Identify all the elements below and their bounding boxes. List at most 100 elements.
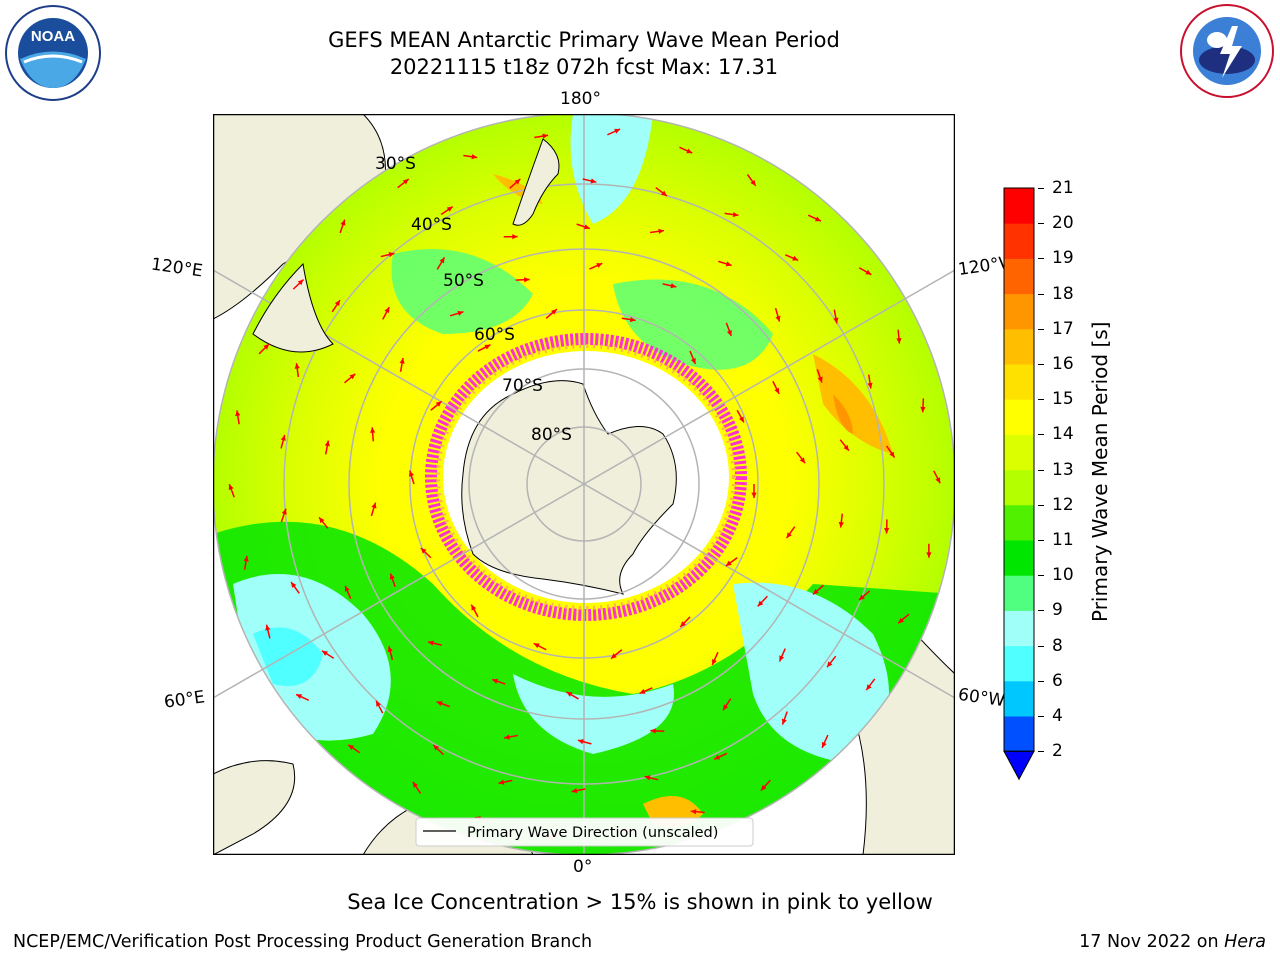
colorbar-tick-label: 12 — [1052, 494, 1074, 515]
wave-arrow-head — [859, 594, 865, 601]
wave-arrow-head — [757, 600, 764, 607]
wave-arrow-head — [725, 261, 732, 267]
wave-arrow-head — [384, 307, 390, 314]
wave-arrow-head — [779, 655, 785, 662]
wave-arrow-head — [512, 234, 518, 240]
wave-arrow-head — [821, 741, 827, 748]
colorbar-segment — [1004, 328, 1034, 365]
colorbar-tick-mark — [1038, 751, 1044, 753]
wave-arrow-head — [865, 269, 872, 275]
colorbar-segment — [1004, 680, 1034, 717]
wave-arrow-head — [291, 582, 297, 588]
wave-arrow-head — [428, 640, 434, 646]
wave-arrow-head — [614, 128, 621, 134]
chart-title: GEFS MEAN Antarctic Primary Wave Mean Pe… — [328, 28, 840, 52]
colorbar-tick-label: 19 — [1052, 248, 1074, 269]
colorbar-tick-mark — [1038, 188, 1044, 189]
lon-label-0: 0° — [573, 857, 593, 877]
wave-arrow-head — [551, 309, 557, 315]
wave-arrow-head — [412, 781, 418, 788]
colorbar-tick-mark — [1038, 540, 1044, 541]
wave-arrow-head — [492, 678, 499, 684]
wave-arrow-head — [243, 555, 249, 562]
colorbar-segment — [1004, 575, 1034, 611]
wave-arrow-head — [827, 661, 833, 668]
wave-arrow-head — [388, 252, 395, 258]
lat-label-30s: 30°S — [375, 154, 416, 174]
wave-arrow-head — [590, 178, 597, 184]
polar-map: 30°S 40°S 50°S 60°S 70°S 80°S Primary Wa… — [213, 114, 955, 855]
colorbar-tick-mark — [1038, 575, 1044, 577]
wave-arrow-head — [349, 373, 356, 380]
colorbar-tick-mark — [1038, 328, 1044, 330]
wave-arrow-head — [265, 624, 271, 631]
wave-arrow-head — [435, 401, 442, 407]
wave-arrow-head — [833, 317, 839, 324]
wave-arrow-head — [611, 653, 617, 659]
wave-arrow-head — [714, 754, 721, 760]
sea-ice-caption: Sea Ice Concentration > 15% is shown in … — [347, 890, 933, 914]
wave-arrow-head — [884, 528, 890, 534]
colorbar-tick-label: 11 — [1052, 530, 1074, 550]
colorbar-tick-mark — [1038, 504, 1044, 506]
wave-arrow-head — [281, 508, 287, 515]
wave-arrow-head — [235, 410, 241, 417]
colorbar-segment — [1004, 258, 1034, 295]
colorbar-tick-label: 8 — [1052, 635, 1063, 656]
wave-arrow-head — [344, 585, 350, 592]
colorbar-tick-mark — [1038, 399, 1044, 401]
antarctica-continent — [461, 380, 677, 595]
colorbar — [1003, 187, 1035, 781]
wave-arrow-head — [680, 621, 686, 627]
wave-direction-arrows — [228, 128, 941, 840]
wave-arrow-head — [228, 484, 234, 491]
wave-arrow-head — [334, 300, 340, 307]
colorbar-tick-label: 20 — [1052, 213, 1074, 234]
colorbar-segment — [1004, 293, 1034, 330]
colorbar-tick-label: 21 — [1052, 178, 1074, 198]
wave-arrow-head — [712, 658, 717, 665]
wave-arrow-head — [399, 358, 405, 364]
wave-arrow-head — [760, 784, 767, 791]
wave-arrow-head — [690, 358, 696, 364]
colorbar-tick-mark — [1038, 645, 1044, 647]
lat-label-40s: 40°S — [411, 215, 452, 235]
colorbar-tick-label: 9 — [1052, 600, 1063, 621]
wave-arrow-head — [596, 263, 603, 268]
colorbar-segment — [1004, 540, 1034, 576]
colorbar-segment — [1004, 364, 1034, 400]
colorbar-segment — [1004, 610, 1034, 647]
wave-arrow-head — [348, 744, 355, 751]
wave-arrow-head — [920, 406, 926, 413]
wave-arrow-head — [686, 148, 693, 154]
wave-arrow-head — [866, 684, 872, 691]
footer-host: Hera — [1224, 932, 1266, 952]
colorbar-tick-mark — [1038, 434, 1044, 436]
colorbar-tick-label: 10 — [1052, 565, 1074, 586]
wave-arrow-head — [838, 521, 844, 528]
wave-arrow-head — [690, 809, 697, 815]
colorbar-segment — [1004, 223, 1034, 259]
wave-arrow-head — [321, 650, 328, 656]
wave-arrow-head — [542, 133, 549, 139]
wave-arrow-head — [319, 517, 325, 524]
lon-label-180: 180° — [560, 89, 601, 109]
wave-arrow-head — [436, 701, 443, 707]
colorbar-tick-mark — [1038, 716, 1044, 717]
colorbar-tick-mark — [1038, 610, 1044, 612]
wave-arrow-head — [471, 604, 477, 611]
colorbar-tick-mark — [1038, 680, 1044, 682]
wave-arrow-head — [658, 228, 664, 234]
lat-label-50s: 50°S — [443, 271, 484, 291]
wave-arrow-head — [263, 343, 270, 350]
colorbar-tick-label: 4 — [1052, 706, 1063, 726]
colorbar-outline — [1003, 187, 1035, 752]
wave-arrow-head — [571, 788, 578, 794]
lat-label-60s: 60°S — [474, 325, 515, 345]
noaa-logo: NOAA — [5, 5, 101, 101]
wave-arrow-head — [661, 190, 667, 196]
wave-arrow-head — [340, 219, 346, 226]
wave-arrow-head — [402, 179, 409, 185]
wave-arrow-head — [889, 451, 895, 458]
wave-arrow-head — [280, 434, 286, 441]
